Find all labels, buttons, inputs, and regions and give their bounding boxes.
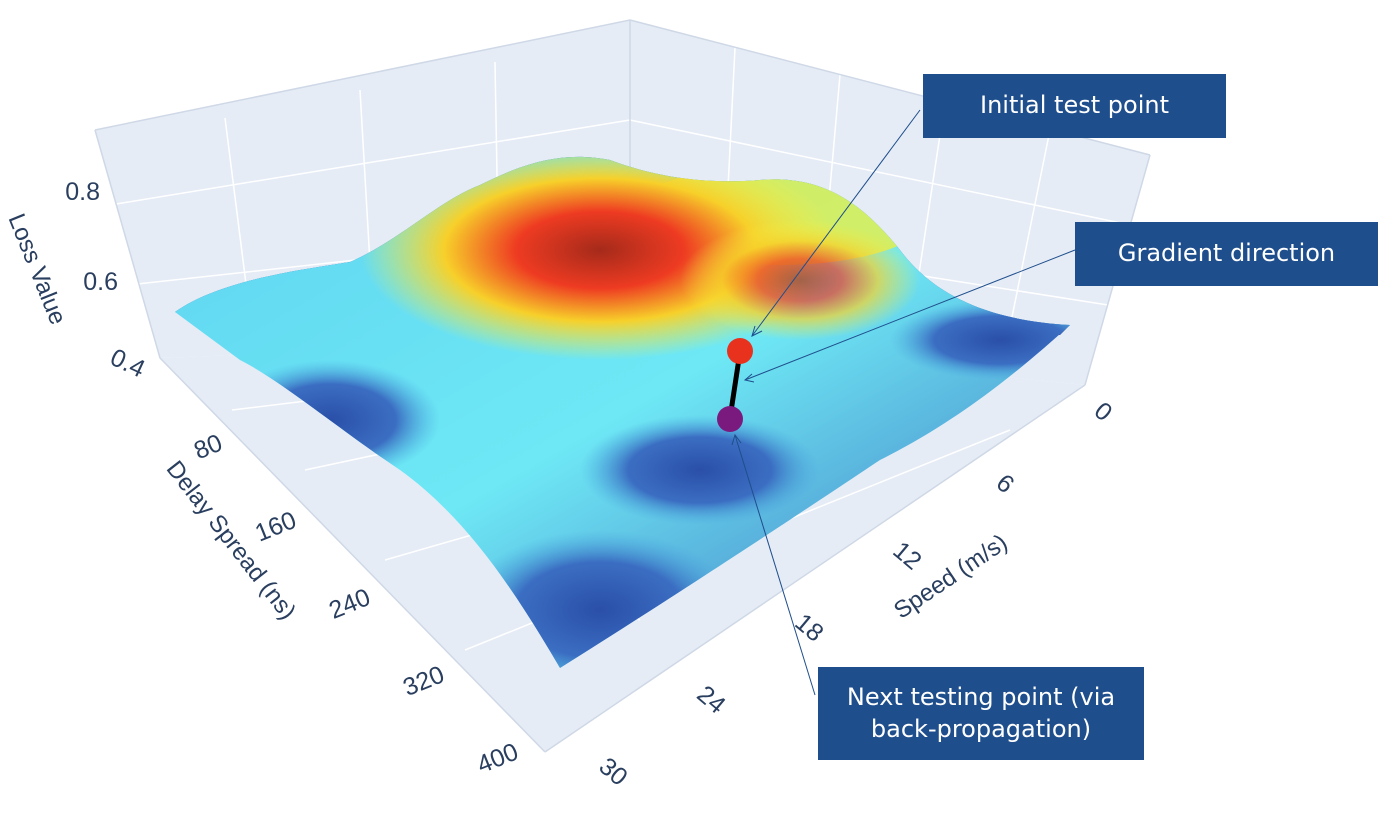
y-tick-label: 240 bbox=[325, 583, 374, 625]
surface-cool-center bbox=[580, 415, 820, 525]
annotation-arrows bbox=[731, 109, 1076, 696]
y-tick-label: 320 bbox=[399, 660, 448, 702]
z-tick-label: 0.8 bbox=[65, 178, 100, 206]
callout-next-testing-point: Next testing point (via back-propagation… bbox=[818, 667, 1144, 760]
y-tick-label: 400 bbox=[473, 738, 522, 780]
y-tick-label: 160 bbox=[251, 506, 300, 548]
callout-next-text: Next testing point (via back-propagation… bbox=[846, 683, 1116, 743]
x-tick-label: 18 bbox=[789, 608, 828, 647]
x-tick-label: 24 bbox=[691, 680, 730, 719]
surface-peak-2 bbox=[680, 220, 920, 340]
callout-gradient-text: Gradient direction bbox=[1117, 239, 1336, 268]
arrowhead-next bbox=[731, 433, 742, 446]
arrow-next bbox=[734, 434, 816, 696]
x-tick-label: 30 bbox=[593, 752, 632, 791]
x-tick-label: 6 bbox=[991, 469, 1020, 499]
z-tick-label: 0.6 bbox=[83, 268, 118, 296]
next-testing-point bbox=[717, 406, 743, 432]
callout-initial-text: Initial test point bbox=[980, 91, 1169, 120]
initial-test-point bbox=[727, 338, 753, 364]
x-tick-label: 12 bbox=[887, 536, 926, 575]
z-tick-label: 0.4 bbox=[106, 343, 149, 383]
callout-initial-test-point: Initial test point bbox=[923, 74, 1226, 138]
arrowhead-initial bbox=[751, 325, 763, 337]
arrow-initial bbox=[751, 109, 921, 337]
y-tick-label: 80 bbox=[190, 429, 226, 465]
arrow-gradient bbox=[744, 249, 1076, 381]
z-axis-title: Loss Value bbox=[3, 210, 72, 329]
arrowhead-gradient bbox=[743, 373, 755, 383]
x-tick-label: 0 bbox=[1089, 397, 1118, 427]
test-points bbox=[717, 338, 753, 432]
callout-gradient-direction: Gradient direction bbox=[1075, 222, 1378, 286]
